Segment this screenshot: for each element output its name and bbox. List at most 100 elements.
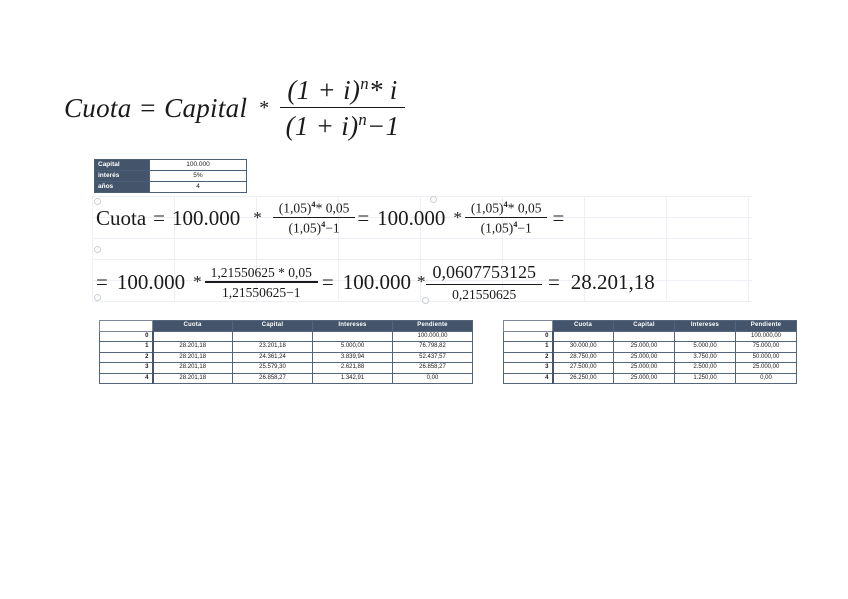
main-formula: Cuota = Capital * (1 + i)n* i (1 + i)n−1 bbox=[64, 74, 406, 142]
formula-3-equals-2: = bbox=[321, 269, 334, 294]
cell-intereses[interactable]: 1.342,91 bbox=[312, 372, 393, 384]
column-header-pendiente[interactable]: Pendiente bbox=[735, 320, 797, 332]
cell-capital[interactable]: 25.579,30 bbox=[232, 362, 313, 374]
table-row[interactable]: 3 27.500,00 25.000,00 2.500,00 25.000,00 bbox=[503, 362, 797, 374]
parameters-table[interactable]: Capital 100.000 interés 5% años 4 bbox=[94, 159, 247, 193]
denominator-base: (1 + i) bbox=[285, 111, 359, 142]
cell-pendiente[interactable]: 0,00 bbox=[392, 372, 473, 384]
cell-intereses[interactable]: 2.500,00 bbox=[674, 362, 736, 374]
formula-3-denominator-2: 0,21550625 bbox=[452, 287, 517, 303]
cell-cuota[interactable]: 28.750,00 bbox=[552, 351, 614, 363]
formula-2-capital: 100.000 bbox=[172, 205, 241, 230]
cell-pendiente[interactable]: 52.437,57 bbox=[392, 351, 473, 363]
column-header-cuota[interactable]: Cuota bbox=[552, 320, 614, 332]
amortization-table-french[interactable]: Cuota Capital Intereses Pendiente 0 100.… bbox=[99, 320, 473, 384]
fraction-bar bbox=[426, 283, 542, 286]
numerator-exponent: n bbox=[360, 74, 369, 93]
cell-pendiente[interactable]: 75.000,00 bbox=[735, 341, 797, 353]
cell-cuota[interactable]: 28.201,18 bbox=[152, 372, 233, 384]
formula-2-lhs: Cuota bbox=[96, 205, 147, 230]
main-formula-denominator: (1 + i)n−1 bbox=[280, 108, 406, 142]
cell-cuota[interactable]: 30.000,00 bbox=[552, 341, 614, 353]
cell-capital[interactable]: 25.000,00 bbox=[613, 351, 675, 363]
table-row[interactable]: 0 100.000,00 bbox=[503, 330, 797, 342]
cell-capital[interactable]: 25.000,00 bbox=[613, 372, 675, 384]
column-header-pendiente[interactable]: Pendiente bbox=[392, 320, 473, 332]
row-number: 0 bbox=[503, 330, 554, 342]
row-number: 3 bbox=[503, 362, 554, 374]
cell-pendiente[interactable]: 100.000,00 bbox=[735, 330, 797, 342]
table-header: Cuota Capital Intereses Pendiente bbox=[99, 320, 473, 332]
formula-step-2: = 100.000 * 1,21550625 * 0,05 1,21550625… bbox=[96, 262, 655, 302]
cell-capital[interactable]: 25.000,00 bbox=[613, 362, 675, 374]
formula-3-fraction-1: 1,21550625 * 0,05 1,21550625−1 bbox=[204, 265, 318, 300]
table-row[interactable]: 2 28.201,18 24.361,24 3.839,94 52.437,57 bbox=[99, 351, 473, 363]
cell-cuota[interactable]: 28.201,18 bbox=[152, 341, 233, 353]
param-value-interes[interactable]: 5% bbox=[149, 170, 247, 182]
cell-capital[interactable] bbox=[613, 330, 675, 342]
row-number: 1 bbox=[503, 341, 554, 353]
table-body: 0 100.000,00 1 28.201,18 23.201,18 5.000… bbox=[99, 330, 473, 384]
table-row[interactable]: 1 30.000,00 25.000,00 5.000,00 75.000,00 bbox=[503, 341, 797, 353]
cell-cuota[interactable]: 27.500,00 bbox=[552, 362, 614, 374]
cell-intereses[interactable]: 5.000,00 bbox=[312, 341, 393, 353]
cell-pendiente[interactable]: 50.000,00 bbox=[735, 351, 797, 363]
table-row[interactable]: 2 28.750,00 25.000,00 3.750,00 50.000,00 bbox=[503, 351, 797, 363]
formula-2-star-2: * bbox=[453, 208, 462, 228]
cell-intereses[interactable] bbox=[312, 330, 393, 342]
cell-pendiente[interactable]: 100.000,00 bbox=[392, 330, 473, 342]
cell-intereses[interactable]: 1.250,00 bbox=[674, 372, 736, 384]
column-header-intereses[interactable]: Intereses bbox=[674, 320, 736, 332]
cell-capital[interactable]: 25.000,00 bbox=[613, 341, 675, 353]
formula-3-fraction-2: 0,0607753125 0,21550625 bbox=[426, 262, 542, 302]
cell-pendiente[interactable]: 0,00 bbox=[735, 372, 797, 384]
fraction-bar bbox=[204, 280, 318, 283]
formula-3-equals-1: = bbox=[96, 269, 108, 294]
cell-intereses[interactable]: 5.000,00 bbox=[674, 341, 736, 353]
param-label-anos: años bbox=[94, 181, 150, 193]
cell-intereses[interactable]: 3.750,00 bbox=[674, 351, 736, 363]
formula-3-star-2: * bbox=[416, 272, 426, 292]
cell-cuota[interactable]: 28.201,18 bbox=[152, 351, 233, 363]
column-header-intereses[interactable]: Intereses bbox=[312, 320, 393, 332]
column-header-cuota[interactable]: Cuota bbox=[152, 320, 233, 332]
cell-cuota[interactable] bbox=[552, 330, 614, 342]
f2-den2-base: (1,05) bbox=[480, 220, 514, 236]
table-row[interactable]: Capital 100.000 bbox=[94, 159, 247, 171]
column-header-capital[interactable]: Capital bbox=[613, 320, 675, 332]
formula-step-1: Cuota = 100.000 * (1,05)4* 0,05 (1,05)4−… bbox=[96, 200, 566, 236]
table-header-row: Cuota Capital Intereses Pendiente bbox=[99, 320, 473, 332]
column-header-capital[interactable]: Capital bbox=[232, 320, 313, 332]
cell-intereses[interactable]: 3.839,94 bbox=[312, 351, 393, 363]
amortization-table-constant-principal[interactable]: Cuota Capital Intereses Pendiente 0 100.… bbox=[503, 320, 797, 384]
cell-intereses[interactable]: 2.621,88 bbox=[312, 362, 393, 374]
cell-cuota[interactable]: 26.250,00 bbox=[552, 372, 614, 384]
table-row[interactable]: 4 26.250,00 25.000,00 1.250,00 0,00 bbox=[503, 372, 797, 384]
cell-capital[interactable]: 23.201,18 bbox=[232, 341, 313, 353]
table-row[interactable]: interés 5% bbox=[94, 170, 247, 182]
table-row[interactable]: 1 28.201,18 23.201,18 5.000,00 76.798,82 bbox=[99, 341, 473, 353]
table-row[interactable]: 0 100.000,00 bbox=[99, 330, 473, 342]
cell-capital[interactable]: 26.858,27 bbox=[232, 372, 313, 384]
formula-3-result: 28.201,18 bbox=[570, 269, 655, 294]
fraction-bar bbox=[279, 106, 406, 109]
cell-cuota[interactable]: 28.201,18 bbox=[152, 362, 233, 374]
denominator-tail: −1 bbox=[367, 111, 400, 142]
cell-capital[interactable]: 24.361,24 bbox=[232, 351, 313, 363]
formula-3-denominator-1: 1,21550625−1 bbox=[221, 284, 301, 300]
cell-cuota[interactable] bbox=[152, 330, 233, 342]
param-value-capital[interactable]: 100.000 bbox=[149, 159, 247, 171]
cell-pendiente[interactable]: 25.000,00 bbox=[735, 362, 797, 374]
corner-cell bbox=[99, 320, 153, 332]
param-value-anos[interactable]: 4 bbox=[149, 181, 247, 193]
formula-2-equals-2: = bbox=[357, 205, 370, 230]
table-row[interactable]: 4 28.201,18 26.858,27 1.342,91 0,00 bbox=[99, 372, 473, 384]
cell-capital[interactable] bbox=[232, 330, 313, 342]
cell-pendiente[interactable]: 26.858,27 bbox=[392, 362, 473, 374]
cell-pendiente[interactable]: 76.798,82 bbox=[392, 341, 473, 353]
main-formula-numerator: (1 + i)n* i bbox=[281, 74, 403, 107]
table-row[interactable]: años 4 bbox=[94, 181, 247, 193]
formula-2-fraction-2: (1,05)4* 0,05 (1,05)4−1 bbox=[464, 200, 548, 236]
cell-intereses[interactable] bbox=[674, 330, 736, 342]
table-row[interactable]: 3 28.201,18 25.579,30 2.621,88 26.858,27 bbox=[99, 362, 473, 374]
